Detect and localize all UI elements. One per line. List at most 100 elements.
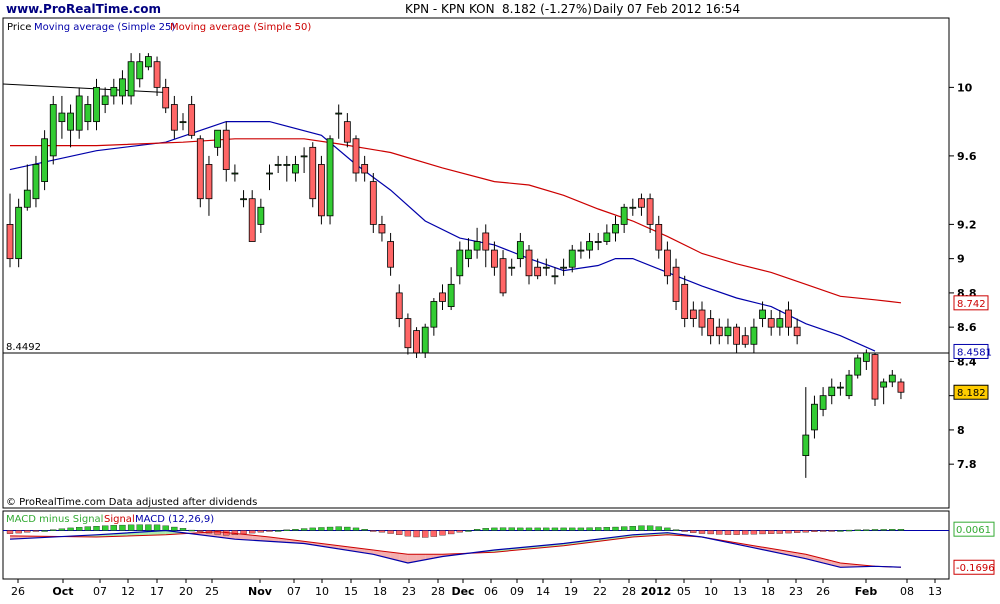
x-tick-label: 17 [150, 585, 164, 598]
x-tick-label: Feb [855, 585, 878, 598]
candle-body [145, 57, 151, 67]
macd-hist-bar [344, 527, 350, 530]
macd-hist-bar [284, 530, 290, 531]
x-tick-label: Dec [451, 585, 474, 598]
site-label[interactable]: www.ProRealTime.com [6, 2, 161, 16]
macd-hist-bar [604, 527, 610, 530]
x-tick-label: 25 [205, 585, 219, 598]
macd-hist-bar [647, 526, 653, 531]
reference-line-label: 8.4492 [6, 342, 41, 353]
candle-body [414, 331, 420, 353]
macd-hist-bar [111, 525, 117, 530]
candle-body [189, 105, 195, 136]
macd-hist-bar [327, 527, 333, 530]
candle-body [180, 122, 186, 123]
candle-body [275, 164, 281, 165]
y-tick-label: 9.6 [957, 150, 977, 163]
macd-hist-bar [33, 531, 39, 532]
candle-body [595, 242, 601, 243]
macd-hist-bar [474, 529, 480, 530]
candle-body [708, 319, 714, 336]
macd-hist-bar [396, 531, 402, 535]
x-tick-label: 23 [789, 585, 803, 598]
candle-body [543, 267, 549, 268]
macd-hist-bar [811, 531, 817, 532]
candle-body [786, 310, 792, 327]
candle-body [509, 267, 515, 268]
candle-body [128, 62, 134, 96]
macd-hist-bar [569, 528, 575, 531]
candle-body [137, 62, 143, 79]
macd-hist-bar [448, 531, 454, 534]
macd-hist-bar [457, 531, 463, 533]
macd-hist-bar [578, 528, 584, 531]
candle-body [846, 375, 852, 396]
macd-hist-bar [872, 529, 878, 530]
macd-hist-bar [837, 531, 843, 532]
macd-main-legend-label: MACD (12,26,9) [135, 514, 214, 525]
macd-hist-bar [362, 529, 368, 530]
candle-body [85, 105, 91, 122]
x-tick-label: 22 [593, 585, 607, 598]
x-tick-label: 07 [93, 585, 107, 598]
macd-hist-bar [552, 528, 558, 531]
macd-hist-bar [483, 528, 489, 530]
candle-body [647, 199, 653, 225]
macd-hist-bar [595, 527, 601, 530]
macd-hist-bar [621, 527, 627, 531]
macd-hist-bar [716, 531, 722, 535]
macd-hist-bar [94, 526, 100, 530]
candle-body [33, 164, 39, 198]
candle-body [587, 242, 593, 251]
macd-hist-bar [465, 531, 471, 532]
candle-body [500, 259, 506, 293]
x-tick-label: 06 [484, 585, 498, 598]
candle-body [517, 242, 523, 259]
macd-value-label: -0.1696 [956, 563, 995, 574]
macd-hist-bar [440, 531, 446, 536]
macd-hist-bar [275, 531, 281, 532]
period-label: Daily [593, 2, 623, 16]
candle-body [751, 327, 757, 344]
x-tick-label: Nov [248, 585, 273, 598]
candle-body [59, 113, 65, 122]
macd-hist-bar [163, 526, 169, 531]
candle-body [405, 319, 411, 348]
candle-body [898, 382, 904, 392]
macd-hist-bar [310, 528, 316, 531]
macd-hist-bar [656, 527, 662, 531]
macd-hist-bar [431, 531, 437, 537]
macd-hist-bar [119, 525, 125, 530]
y-tick-label: 9.2 [957, 218, 977, 231]
candle-body [465, 250, 471, 259]
candle-body [24, 190, 30, 207]
macd-hist-bar [889, 529, 895, 530]
macd-hist-bar [76, 527, 82, 530]
candle-body [777, 319, 783, 328]
candle-body [42, 139, 48, 182]
candle-body [292, 164, 298, 173]
candle-body [820, 396, 826, 410]
macd-hist-bar [68, 528, 74, 531]
candle-body [613, 224, 619, 233]
macd-hist-bar [863, 530, 869, 531]
candle-body [102, 96, 108, 105]
macd-hist-bar [561, 528, 567, 531]
candle-body [829, 387, 835, 396]
macd-hist-bar [59, 529, 65, 531]
macd-hist-bar [128, 525, 134, 531]
price-legend-label: Price [7, 22, 31, 33]
macd-hist-bar [587, 528, 593, 531]
candle-body [119, 79, 125, 96]
macd-hist-bar [708, 531, 714, 534]
candle-body [794, 327, 800, 336]
macd-hist-bar [16, 531, 22, 534]
candle-body [206, 164, 212, 198]
candle-body [811, 404, 817, 430]
candle-body [197, 139, 203, 199]
macd-hist-bar [414, 531, 420, 538]
macd-hist-bar [786, 531, 792, 534]
macd-hist-bar [232, 531, 238, 535]
candle-body [863, 353, 869, 362]
candle-body [716, 327, 722, 336]
